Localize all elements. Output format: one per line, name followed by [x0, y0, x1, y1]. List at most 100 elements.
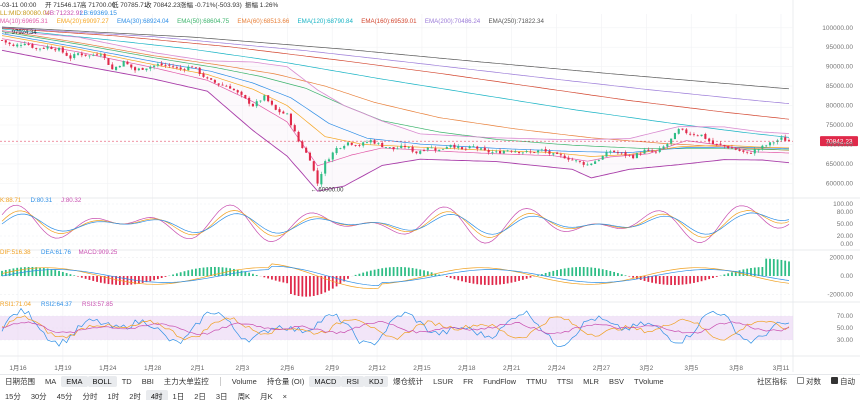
candle-body [510, 150, 513, 152]
macd-hist-bar [392, 267, 395, 276]
interval-button-6[interactable]: 4时 [145, 389, 168, 400]
kdj-j-line [1, 204, 790, 244]
sub-indicator-button-11[interactable]: MLR [583, 377, 599, 386]
candle-body [662, 146, 665, 149]
overlay-indicator-button-4[interactable]: TD [121, 377, 132, 386]
sub-indicator-button-7[interactable]: FR [463, 377, 474, 386]
candle-body [533, 152, 536, 153]
macd-hist-bar [88, 276, 91, 280]
candle-body [270, 100, 273, 105]
candle-body [628, 154, 631, 156]
candle-body [677, 129, 680, 134]
candle-body [61, 47, 64, 53]
macd-hist-bar [388, 267, 391, 276]
indicator-header-value: RSI3:57.85 [82, 301, 114, 308]
interval-button-8[interactable]: 2日 [194, 391, 206, 400]
macd-hist-bar [92, 276, 95, 281]
candle-body [365, 142, 369, 144]
sub-indicator-button-6[interactable]: LSUR [433, 377, 454, 386]
interval-button-1[interactable]: 30分 [30, 391, 47, 400]
macd-hist-bar [670, 276, 673, 286]
sub-indicator-button-8[interactable]: FundFlow [483, 377, 517, 386]
x-tick-label: 2月3 [236, 364, 250, 372]
candle-body [537, 150, 540, 153]
sub-indicator-button-10[interactable]: TTSI [556, 377, 574, 386]
candle-body [772, 142, 775, 144]
community-indicator-button[interactable]: 社区指标 [757, 377, 787, 386]
macd-hist-bar [708, 276, 711, 280]
macd-hist-bar [419, 269, 422, 276]
sub-indicator-button-12[interactable]: BSV [608, 377, 624, 386]
macd-hist-bar [715, 276, 718, 277]
sub-indicator-button-9[interactable]: TTMU [526, 377, 547, 386]
candle-body [194, 67, 197, 69]
candle-body [221, 84, 224, 86]
sub-indicator-button-0[interactable]: Volume [231, 377, 257, 386]
macd-hist-bar [373, 269, 376, 276]
macd-hist-bar [407, 267, 410, 276]
interval-button-7[interactable]: 1日 [172, 391, 185, 400]
candle-body [571, 159, 574, 161]
interval-button-4[interactable]: 1时 [107, 391, 120, 400]
candle-body [377, 142, 380, 144]
x-tick-label: 2月24 [548, 364, 566, 372]
auto-scale-toggle[interactable]: 自动 [826, 375, 860, 388]
candle-body [23, 43, 26, 46]
candle-body [217, 83, 220, 85]
interval-button-0[interactable]: 15分 [5, 391, 21, 400]
log-scale-toggle[interactable]: 对数 [792, 375, 826, 388]
candle-body [746, 151, 749, 153]
candle-body [449, 144, 452, 148]
overlay-indicator-button-2[interactable]: EMA [61, 376, 88, 387]
overlay-indicator-button-1[interactable]: MA [45, 377, 57, 386]
rsi-panel[interactable]: RSI1:71.04 RSI2:64.37 RSI3:57.85 [0, 301, 793, 347]
candle-body [654, 151, 657, 153]
overlay-indicator-button-0[interactable]: 日期范围 [5, 377, 35, 386]
interval-button-2[interactable]: 45分 [56, 391, 73, 400]
macd-hist-bar [582, 266, 585, 276]
sub-indicator-button-4[interactable]: KDJ [363, 376, 389, 387]
macd-hist-bar [217, 267, 220, 276]
candle-body [616, 152, 619, 154]
macd-panel[interactable]: DIF:516.38 DEA:61.76 MACD:909.25 [0, 249, 793, 297]
sub-indicator-button-1[interactable]: 持仓量 (OI) [266, 377, 305, 386]
macd-hist-bar [776, 259, 779, 276]
indicator-y-tick: 50.00 [837, 325, 854, 332]
kdj-panel[interactable]: K:88.71 D:80.31 J:80.32 [0, 197, 793, 245]
macd-hist-bar [206, 267, 209, 276]
candle-body [613, 150, 616, 153]
macd-hist-bar [461, 276, 463, 282]
macd-hist-bar [339, 276, 342, 284]
sub-indicator-button-3[interactable]: RSI [341, 376, 364, 387]
candle-body [635, 153, 638, 159]
macd-hist-bar [107, 276, 110, 285]
candle-body [525, 151, 528, 152]
macd-hist-bar [381, 268, 384, 276]
sub-indicator-button-2[interactable]: MACD [309, 376, 342, 387]
macd-hist-bar [727, 273, 730, 276]
overlay-indicator-button-5[interactable]: BBI [141, 377, 154, 386]
interval-button-3[interactable]: 分时 [82, 391, 98, 400]
indicator-toolbar: 日期范围 MA EMA BOLL TD BBI 主力大单监控 Volume 持仓量 (OI) M… [0, 374, 860, 388]
price-panel[interactable]: ← 97924.34 ← 60000.00 70842.23 [0, 26, 858, 193]
top-info-high: 高 71700.00 [80, 0, 116, 9]
interval-button-5[interactable]: 2时 [129, 391, 141, 400]
overlay-indicator-button-3[interactable]: BOLL [87, 376, 117, 387]
interval-button-9[interactable]: 3日 [215, 391, 228, 400]
interval-button-11[interactable]: 月K [260, 391, 273, 400]
chart-canvas[interactable]: ← 97924.34 ← 60000.00 70842.23 K:88.71 D:80… [0, 0, 860, 374]
macd-hist-bar [746, 268, 749, 276]
interval-button-12[interactable]: × [282, 391, 287, 400]
overlay-indicator-button-6[interactable]: 主力大单监控 [163, 377, 209, 386]
macd-hist-bar [126, 276, 129, 285]
candle-body [685, 129, 688, 134]
interval-button-10[interactable]: 周K [237, 391, 251, 400]
macd-hist-bar [84, 276, 87, 279]
ema-legend-item: EMA(250):71822.34 [489, 18, 545, 25]
macd-hist-bar [385, 267, 387, 276]
sub-indicator-button-13[interactable]: TVolume [634, 377, 664, 386]
macd-hist-bar [31, 266, 34, 276]
sub-indicator-button-5[interactable]: 爆仓统计 [393, 377, 424, 386]
macd-hist-bar [77, 276, 79, 277]
macd-hist-bar [480, 276, 482, 285]
